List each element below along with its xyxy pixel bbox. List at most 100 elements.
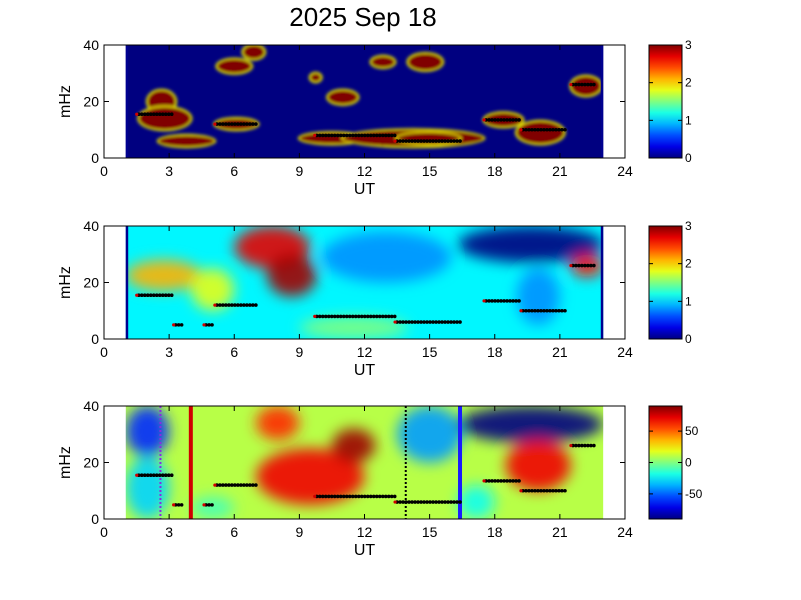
peak-point [362, 494, 367, 499]
x-tick-label: 6 [230, 163, 238, 179]
peak-point [554, 127, 558, 132]
peak-point [218, 303, 222, 307]
peak-point [365, 494, 370, 499]
peak-point [176, 323, 181, 327]
peak-point [317, 133, 322, 138]
heatmap-blob [255, 448, 365, 505]
peak-point [419, 139, 423, 143]
peak-point [350, 314, 355, 319]
peak-point [551, 127, 555, 132]
peak-point [320, 314, 325, 319]
x-tick-label: 0 [100, 163, 108, 179]
peak-point [139, 293, 144, 298]
peak-point [431, 139, 435, 143]
peak-point [505, 299, 509, 303]
peak-point [151, 473, 156, 478]
peak-point-start [569, 443, 573, 448]
x-tick-label: 6 [230, 524, 238, 540]
x-axis-label: UT [354, 181, 376, 198]
peak-point [368, 314, 373, 319]
peak-point [374, 314, 379, 319]
heatmap-blob [125, 456, 170, 519]
peak-point [236, 303, 240, 307]
peak-point [422, 500, 426, 504]
peak-point [317, 314, 322, 319]
x-tick-label: 3 [165, 163, 173, 179]
x-tick-label: 9 [295, 163, 303, 179]
y-tick-label: 40 [83, 37, 99, 53]
peak-point [239, 303, 243, 307]
peak-point [227, 303, 231, 307]
peak-point [326, 494, 331, 499]
peak-point [233, 483, 237, 487]
peak-point [577, 82, 581, 87]
x-tick-label: 21 [552, 524, 568, 540]
peak-point [365, 133, 370, 138]
peak-point [527, 308, 531, 313]
peak-point [142, 112, 147, 117]
peak-point [487, 299, 491, 303]
peak-point [487, 118, 491, 122]
peak-point [404, 139, 408, 143]
y-axis-label: mHz [57, 266, 74, 299]
x-tick-label: 6 [230, 344, 238, 360]
peak-point [145, 473, 150, 478]
peak-point [233, 122, 237, 126]
peak-point [542, 127, 546, 132]
peak-point-start [313, 494, 317, 498]
peak-point [496, 118, 500, 122]
peak-point [458, 320, 462, 324]
peak-point [230, 483, 234, 487]
peak-point [527, 127, 531, 132]
peak-point [236, 483, 240, 487]
peak-point [341, 133, 346, 138]
peak-point [449, 320, 453, 324]
colorbar-tick-label: 0 [685, 332, 692, 346]
peak-point-start [393, 139, 397, 143]
peak-point [434, 500, 438, 504]
x-tick-label: 0 [100, 344, 108, 360]
peak-point [166, 473, 171, 478]
peak-point [449, 500, 453, 504]
x-axis-label: UT [354, 362, 376, 379]
peak-point [179, 323, 184, 327]
peak-point [386, 494, 391, 499]
peak-point [335, 494, 340, 499]
peak-point [583, 443, 587, 448]
colorbar-tick-label: 2 [685, 76, 692, 90]
heatmap-blob [255, 406, 300, 440]
heatmap-blob [242, 45, 265, 60]
peak-point [428, 320, 432, 324]
peak-point [545, 127, 549, 132]
peak-point [157, 293, 162, 298]
peak-point [493, 118, 497, 122]
peak-point [580, 443, 584, 448]
peak-point [499, 479, 503, 483]
peak-point [353, 494, 358, 499]
peak-point [505, 118, 509, 122]
peak-point [350, 133, 355, 138]
peak-point [207, 503, 211, 507]
peak-point [443, 500, 447, 504]
peak-point [398, 139, 402, 143]
peak-point [151, 293, 156, 298]
peak-point [383, 314, 388, 319]
peak-point [254, 122, 258, 126]
peak-point [389, 314, 394, 319]
peak-point [542, 488, 546, 493]
peak-point [245, 122, 249, 126]
peak-point [401, 320, 405, 324]
peak-point [502, 479, 506, 483]
peak-point [338, 133, 343, 138]
peak-point [527, 488, 531, 493]
colorbar-tick-label: 0 [685, 151, 692, 165]
peak-point [353, 314, 358, 319]
peak-point [452, 500, 456, 504]
peak-point-start [482, 118, 486, 122]
peak-point [317, 494, 322, 499]
x-tick-label: 3 [165, 344, 173, 360]
peak-point [437, 500, 441, 504]
heatmap-blob [190, 496, 235, 519]
colorbar-tick-label: 1 [685, 113, 692, 127]
